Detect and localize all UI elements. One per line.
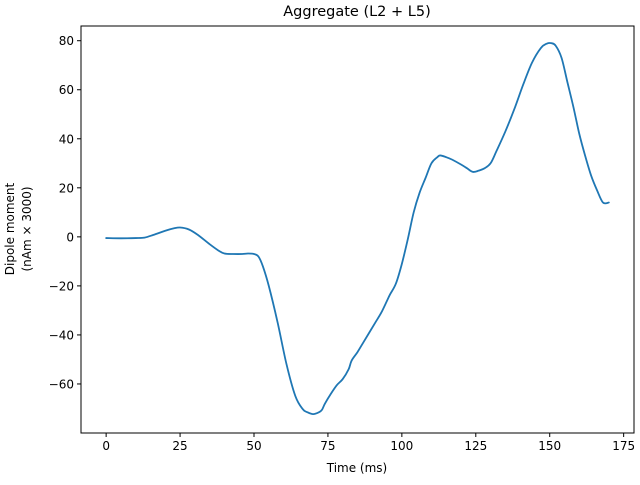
y-axis-label-line-1: Dipole moment (3, 182, 17, 275)
y-tick-label: 20 (59, 181, 74, 195)
chart-title: Aggregate (L2 + L5) (283, 4, 431, 20)
y-axis-label-line-2: (nAm × 3000) (20, 186, 34, 271)
x-tick-label: 0 (102, 439, 110, 453)
y-tick-label: 80 (59, 34, 74, 48)
x-tick-label: 100 (390, 439, 413, 453)
y-tick-label: 60 (59, 83, 74, 97)
x-tick-label: 125 (464, 439, 487, 453)
y-tick-label: 0 (66, 230, 74, 244)
dipole-series-line (105, 42, 610, 416)
x-tick-label: 150 (538, 439, 561, 453)
y-tick-label: −60 (49, 377, 74, 391)
y-tick-label: 40 (59, 132, 74, 146)
x-tick-label: 175 (612, 439, 635, 453)
x-tick-label: 75 (320, 439, 335, 453)
x-axis-ticks: 0 25 50 75 100 125 150 175 (102, 433, 635, 453)
x-axis-label: Time (ms) (326, 461, 388, 475)
series-layer (105, 42, 610, 416)
x-tick-label: 50 (246, 439, 261, 453)
y-axis-ticks: −60 −40 −20 0 20 40 60 80 (49, 34, 81, 391)
y-tick-label: −20 (49, 279, 74, 293)
x-tick-label: 25 (172, 439, 187, 453)
plot-frame (80, 25, 635, 434)
y-tick-label: −40 (49, 328, 74, 342)
